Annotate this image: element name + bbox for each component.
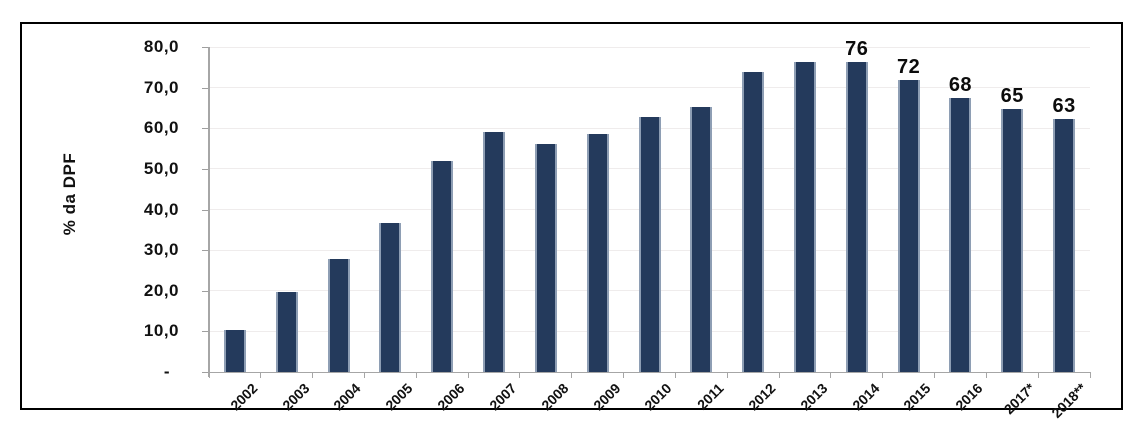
x-tick-mark xyxy=(208,373,210,378)
y-tick-mark xyxy=(202,47,209,48)
y-tick-mark xyxy=(202,331,209,333)
bar xyxy=(327,259,350,372)
bar xyxy=(793,62,816,372)
x-tick-mark xyxy=(623,373,625,378)
x-tick-label: 2007 xyxy=(486,380,520,414)
x-tick-mark xyxy=(260,373,262,378)
x-tick-mark xyxy=(778,373,780,378)
bar xyxy=(949,97,972,372)
y-tick-mark xyxy=(202,250,209,252)
bar-value-label: 65 xyxy=(1000,84,1024,107)
bar xyxy=(638,116,661,372)
x-tick-label: 2017* xyxy=(1000,380,1038,418)
bar xyxy=(586,133,609,372)
bar-value-label: 76 xyxy=(845,38,869,61)
x-tick-label: 2013 xyxy=(796,380,831,414)
bar xyxy=(379,222,402,372)
y-axis xyxy=(208,47,210,377)
x-tick-mark xyxy=(934,373,936,378)
x-tick-mark xyxy=(830,373,832,378)
x-tick-mark xyxy=(519,373,521,378)
x-tick-mark xyxy=(467,373,469,378)
x-tick-label: 2012 xyxy=(745,380,779,414)
plot-area: 2002 2003 2004 2005 2006 2007 2008 2009 2010 2011… xyxy=(208,24,1091,421)
y-tick-label: 70,0 xyxy=(143,77,179,97)
y-tick-mark xyxy=(202,87,209,89)
y-tick-label: 50,0 xyxy=(143,158,179,178)
x-tick-label: 2011 xyxy=(693,380,727,413)
x-tick-label: 2010 xyxy=(641,380,675,414)
bar-value-label: 72 xyxy=(896,55,921,78)
x-tick-mark xyxy=(571,373,573,378)
x-tick-label: 2008 xyxy=(537,380,572,414)
x-tick-label: 2004 xyxy=(330,380,364,414)
y-tick-label: 60,0 xyxy=(143,118,179,138)
x-tick-label: 2002 xyxy=(226,380,261,414)
x-tick-label: 2005 xyxy=(382,380,416,414)
bar xyxy=(1053,118,1076,372)
y-axis-tick-labels: 80,0 70,0 60,0 50,0 40,0 30,0 20,0 10,0 - xyxy=(22,24,209,408)
x-tick-mark xyxy=(415,373,417,378)
y-tick-mark xyxy=(202,168,209,170)
x-tick-mark xyxy=(1037,373,1039,378)
y-tick-label: 30,0 xyxy=(143,240,179,260)
bar xyxy=(223,330,246,372)
bar-value-label: 63 xyxy=(1052,94,1076,117)
x-tick-label: 2018** xyxy=(1048,380,1090,422)
y-tick-mark xyxy=(202,372,209,373)
gridline xyxy=(209,46,1090,48)
y-tick-label: 20,0 xyxy=(143,280,179,300)
bar-value-label: 68 xyxy=(948,73,973,96)
y-tick-mark xyxy=(202,128,209,130)
y-tick-label: 80,0 xyxy=(143,37,179,56)
y-tick-label: 10,0 xyxy=(143,321,179,341)
x-tick-mark xyxy=(726,373,728,378)
bar xyxy=(534,143,557,372)
y-tick-mark xyxy=(202,290,209,292)
y-tick-mark xyxy=(202,209,209,211)
x-tick-label: 2014 xyxy=(848,380,883,414)
x-tick-label: 2003 xyxy=(278,380,313,414)
x-tick-mark xyxy=(312,373,314,378)
bar xyxy=(742,71,765,372)
bar xyxy=(483,131,506,372)
bar xyxy=(845,62,868,372)
x-tick-label: 2016 xyxy=(952,380,986,414)
x-tick-mark xyxy=(882,373,884,378)
x-tick-label: 2006 xyxy=(434,380,468,414)
gridline xyxy=(209,87,1090,89)
y-tick-label: 40,0 xyxy=(143,199,179,219)
x-axis xyxy=(208,372,1091,373)
x-tick-mark xyxy=(1089,373,1091,378)
y-tick-label: - xyxy=(163,362,170,381)
x-tick-label: 2015 xyxy=(900,380,934,414)
x-tick-mark xyxy=(363,373,365,378)
bar xyxy=(431,160,454,372)
bar xyxy=(1001,108,1024,372)
x-tick-label: 2009 xyxy=(589,380,624,414)
chart-frame: % da DPF 80,0 70,0 60,0 50,0 40,0 30,0 20,0 10,… xyxy=(20,22,1123,421)
x-tick-mark xyxy=(985,373,987,378)
x-tick-mark xyxy=(674,373,676,378)
bar xyxy=(275,291,298,372)
bar xyxy=(897,79,920,372)
bar xyxy=(690,107,713,372)
